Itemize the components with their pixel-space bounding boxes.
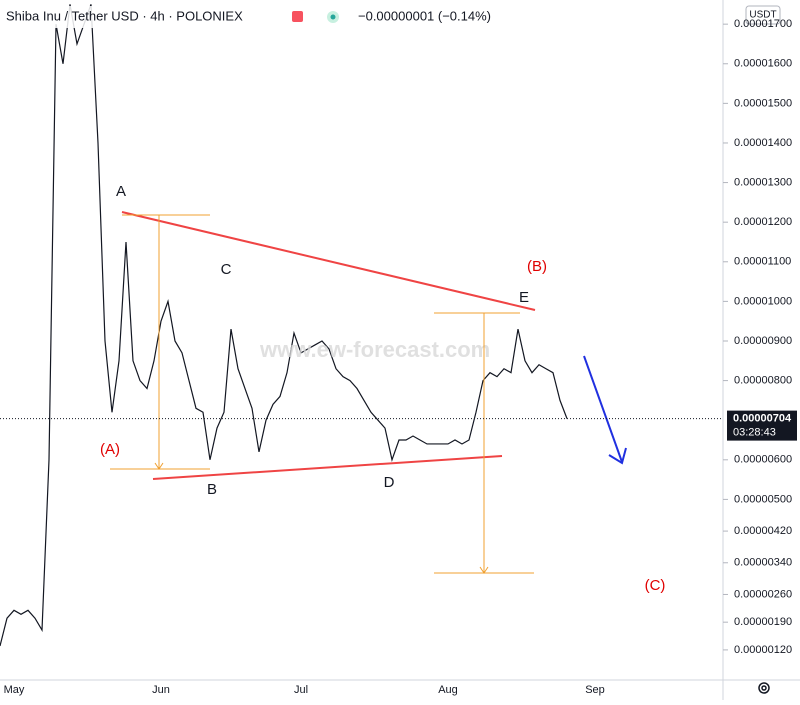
- x-tick-label: May: [4, 684, 25, 696]
- wave-label: (B): [527, 258, 547, 275]
- y-tick-label: 0.00001200: [734, 216, 792, 228]
- y-tick-label: 0.00000800: [734, 375, 792, 387]
- x-tick-label: Aug: [438, 684, 458, 696]
- y-tick-label: 0.00001500: [734, 97, 792, 109]
- trend-line: [152, 455, 503, 480]
- watermark: www.ew-forecast.com: [259, 337, 490, 362]
- price-change: −0.00000001 (−0.14%): [358, 8, 491, 23]
- wave-label: (C): [645, 577, 666, 594]
- x-tick-label: Jul: [294, 684, 308, 696]
- price-line: [0, 4, 568, 647]
- wave-label: B: [207, 481, 217, 498]
- y-tick-label: 0.00000900: [734, 335, 792, 347]
- y-tick-label: 0.00000340: [734, 557, 792, 569]
- y-tick-label: 0.00000500: [734, 493, 792, 505]
- y-tick-label: 0.00001100: [734, 256, 791, 268]
- wave-label: C: [221, 261, 232, 278]
- x-tick-label: Sep: [585, 684, 605, 696]
- y-tick-label: 0.00000600: [734, 454, 792, 466]
- symbol-title: Shiba Inu / Tether USD · 4h · POLONIEX: [6, 8, 243, 23]
- y-tick-label: 0.00001700: [734, 18, 792, 30]
- countdown: 03:28:43: [733, 427, 776, 439]
- y-tick-label: 0.00001600: [734, 58, 792, 70]
- y-tick-label: 0.00000190: [734, 616, 792, 628]
- last-price-label: 0.00000704: [733, 413, 792, 425]
- settings-icon[interactable]: [758, 682, 770, 694]
- y-tick-label: 0.00000120: [734, 644, 792, 656]
- status-icon: [330, 14, 336, 20]
- wave-label: D: [384, 474, 395, 491]
- wave-label: E: [519, 289, 529, 306]
- trend-line: [121, 211, 536, 311]
- y-tick-label: 0.00001000: [734, 295, 792, 307]
- last-price-badge: [727, 410, 797, 441]
- wave-label: A: [116, 183, 126, 200]
- x-tick-label: Jun: [152, 684, 170, 696]
- y-tick-label: 0.00000260: [734, 588, 792, 600]
- measure-lines: [110, 214, 534, 574]
- y-tick-label: 0.00000420: [734, 525, 792, 537]
- y-tick-label: 0.00001400: [734, 137, 792, 149]
- forecast-arrow: [583, 355, 627, 465]
- plot-area: [0, 4, 568, 647]
- y-tick-label: 0.00001300: [734, 176, 792, 188]
- currency-label: USDT: [749, 10, 776, 21]
- header-bg: [0, 6, 490, 28]
- status-icon: [292, 11, 303, 22]
- currency-badge[interactable]: [745, 5, 781, 25]
- wave-label: (A): [100, 441, 120, 458]
